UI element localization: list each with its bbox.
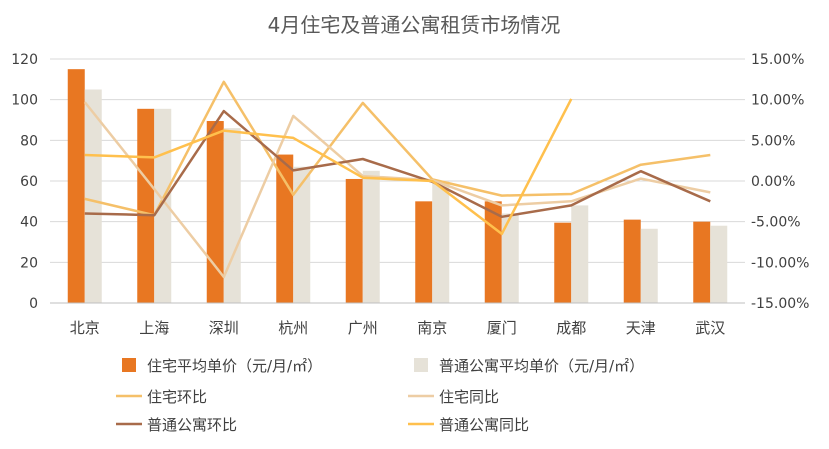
series-line xyxy=(84,98,573,236)
series-line xyxy=(84,80,711,217)
category-label: 杭州 xyxy=(278,319,308,337)
bar xyxy=(432,181,450,303)
bar xyxy=(293,166,311,303)
series-line xyxy=(84,109,711,219)
bar xyxy=(345,178,363,303)
lines xyxy=(83,80,711,279)
legend-swatch xyxy=(122,358,136,372)
category-label: 深圳 xyxy=(209,319,239,337)
legend-swatch xyxy=(414,358,428,372)
right-tick-label: -15.00% xyxy=(751,296,809,312)
bar xyxy=(484,201,502,303)
right-tick-label: 0.00% xyxy=(751,174,795,190)
bar xyxy=(67,69,85,304)
category-label: 广州 xyxy=(348,319,378,337)
bar xyxy=(554,222,572,303)
left-tick-label: 40 xyxy=(20,215,38,231)
category-label: 天津 xyxy=(626,319,656,337)
left-tick-label: 80 xyxy=(20,133,38,149)
category-label: 成都 xyxy=(556,319,586,337)
bar xyxy=(84,89,102,303)
left-axis: 0 20 40 60 80 100 120 xyxy=(11,52,38,312)
bar xyxy=(640,228,658,303)
bar xyxy=(223,128,241,303)
right-tick-label: -5.00% xyxy=(751,215,801,231)
legend-label: 普通公寓同比 xyxy=(439,416,529,434)
bar xyxy=(137,108,155,303)
left-tick-label: 100 xyxy=(11,93,38,109)
left-tick-label: 60 xyxy=(20,174,38,190)
right-tick-label: 10.00% xyxy=(751,93,804,109)
bar xyxy=(571,205,589,303)
legend-label: 普通公寓平均单价（元/月/㎡） xyxy=(439,357,644,375)
legend: 住宅平均单价（元/月/㎡） 普通公寓平均单价（元/月/㎡） 住宅环比 住宅同比普通公寓… xyxy=(116,357,644,434)
left-tick-label: 120 xyxy=(11,52,38,68)
legend-label: 住宅环比 xyxy=(147,388,207,406)
bar xyxy=(710,225,728,303)
legend-label: 住宅同比 xyxy=(439,388,499,406)
legend-label: 住宅平均单价（元/月/㎡） xyxy=(147,357,322,375)
category-label: 南京 xyxy=(417,319,447,337)
bar xyxy=(154,108,172,303)
bar xyxy=(362,170,380,303)
bar xyxy=(276,154,294,303)
bar xyxy=(501,213,519,303)
x-axis: 北京 上海 深圳 杭州 广州 南京 厦门 成都 天津 武汉 xyxy=(50,302,745,337)
left-tick-label: 20 xyxy=(20,255,38,271)
right-tick-label: 5.00% xyxy=(751,133,795,149)
legend-label: 普通公寓环比 xyxy=(147,416,237,434)
category-label: 北京 xyxy=(70,319,100,337)
bar xyxy=(623,219,641,303)
category-label: 上海 xyxy=(139,319,169,337)
bar xyxy=(693,221,711,303)
right-tick-label: -10.00% xyxy=(751,255,809,271)
chart-title: 4月住宅及普通公寓租赁市场情况 xyxy=(268,13,561,37)
category-label: 武汉 xyxy=(695,319,725,337)
category-label: 厦门 xyxy=(487,319,517,337)
left-tick-label: 0 xyxy=(29,296,38,312)
right-axis: -15.00% -10.00% -5.00% 0.00% 5.00% 10.00% 15.0… xyxy=(751,52,809,312)
bar xyxy=(415,201,433,303)
right-tick-label: 15.00% xyxy=(751,52,804,68)
bars xyxy=(67,69,728,304)
series-line xyxy=(83,101,711,279)
bar xyxy=(206,121,224,304)
